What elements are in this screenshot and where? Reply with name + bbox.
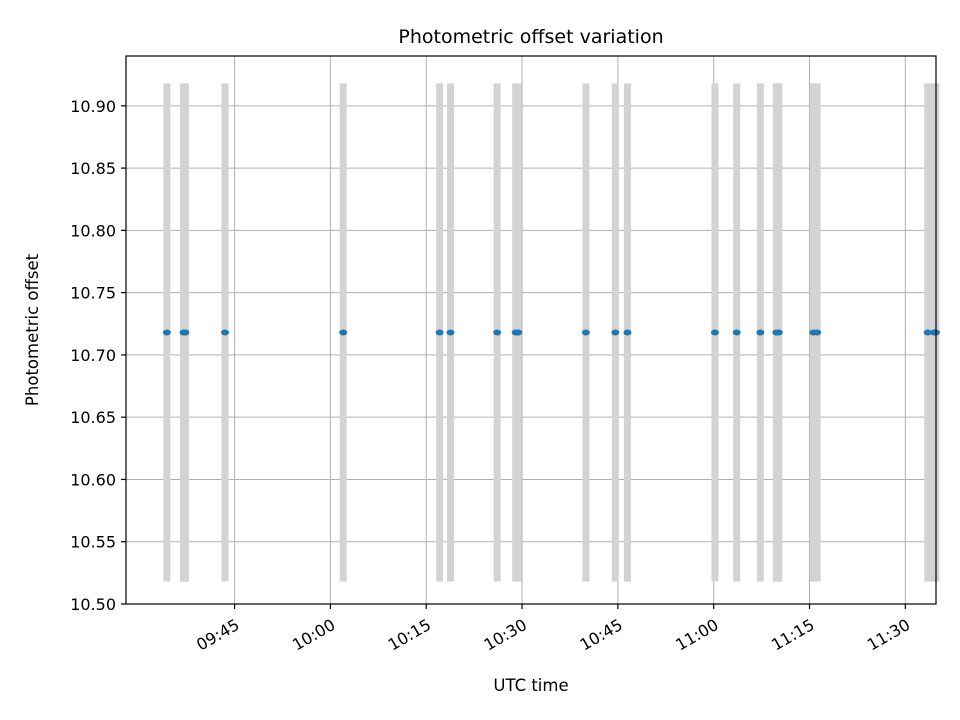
data-point <box>774 329 783 336</box>
y-tick-label: 10.60 <box>70 470 116 489</box>
chart-title: Photometric offset variation <box>398 26 663 48</box>
y-tick-label: 10.65 <box>70 408 116 427</box>
data-point <box>162 329 171 336</box>
x-tick-label: 11:00 <box>672 615 721 655</box>
y-axis-ticks: 10.50 10.55 10.60 10.65 10.70 10.75 10.80 10.85… <box>70 97 126 614</box>
data-point <box>611 329 620 336</box>
data-point <box>493 329 502 336</box>
x-tick-label: 09:45 <box>193 615 242 655</box>
x-tick-label: 10:15 <box>385 615 434 655</box>
x-tick-label: 11:15 <box>768 615 817 655</box>
data-point <box>813 329 822 336</box>
data-point <box>181 329 190 336</box>
x-tick-label: 10:30 <box>481 615 530 655</box>
x-tick-label: 11:30 <box>864 615 913 655</box>
data-point <box>446 329 455 336</box>
data-point <box>756 329 765 336</box>
x-tick-label: 10:00 <box>289 615 338 655</box>
plot-frame <box>125 55 937 605</box>
x-axis-title: UTC time <box>493 676 568 695</box>
x-tick-label: 10:45 <box>576 615 625 655</box>
x-axis-ticks: 09:45 10:00 10:15 10:30 10:45 11:00 11:15 11:30 <box>193 604 913 655</box>
y-tick-label: 10.75 <box>70 284 116 303</box>
data-points <box>162 329 940 336</box>
data-point <box>623 329 632 336</box>
data-point <box>339 329 348 336</box>
y-axis-title: Photometric offset <box>23 253 42 406</box>
data-point <box>581 329 590 336</box>
data-point <box>221 329 230 336</box>
data-point <box>923 329 932 336</box>
data-point <box>732 329 741 336</box>
y-tick-label: 10.90 <box>70 97 116 116</box>
y-tick-label: 10.55 <box>70 533 116 552</box>
y-tick-label: 10.80 <box>70 221 116 240</box>
data-point <box>514 329 523 336</box>
y-tick-label: 10.85 <box>70 159 116 178</box>
data-point <box>435 329 444 336</box>
y-tick-label: 10.50 <box>70 595 116 614</box>
data-point <box>710 329 719 336</box>
y-tick-label: 10.70 <box>70 346 116 365</box>
